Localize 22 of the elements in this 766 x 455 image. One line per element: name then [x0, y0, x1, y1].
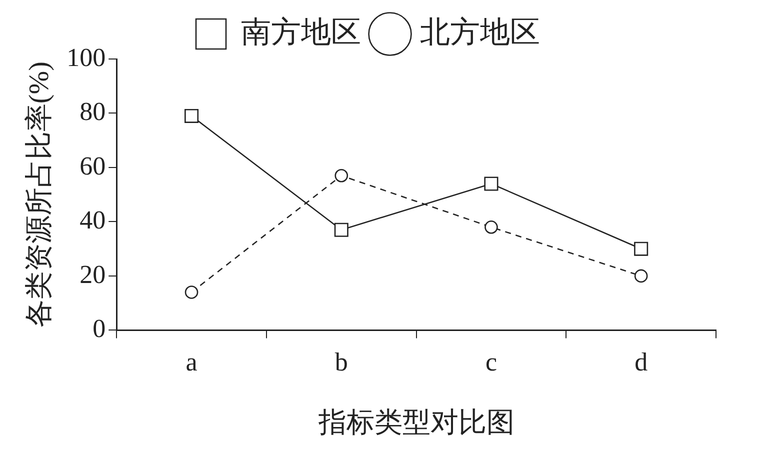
point: [484, 176, 498, 191]
point: [634, 242, 648, 256]
y-tick-label: 60: [80, 151, 106, 180]
point: [334, 222, 348, 237]
y-tick-label: 20: [80, 260, 106, 289]
y-tick-label: 40: [80, 206, 106, 235]
point: [184, 286, 198, 299]
x-tick-label: a: [186, 348, 198, 377]
x-tick-label: c: [485, 348, 497, 377]
y-tick-label: 0: [92, 314, 106, 344]
x-tick-label: b: [334, 348, 348, 377]
y-axis-title: 各类资源所占比率(%): [24, 62, 56, 328]
point: [634, 269, 648, 283]
legend-label: 北方地区: [420, 16, 540, 49]
x-axis-title: 指标类型对比图: [317, 408, 514, 439]
point: [334, 168, 348, 182]
point: [484, 220, 498, 234]
y-tick-label: 80: [80, 97, 106, 126]
point: [184, 108, 199, 123]
x-tick-label: d: [634, 348, 648, 377]
y-tick-label: 100: [66, 42, 106, 72]
legend-label: 南方地区: [241, 16, 361, 49]
